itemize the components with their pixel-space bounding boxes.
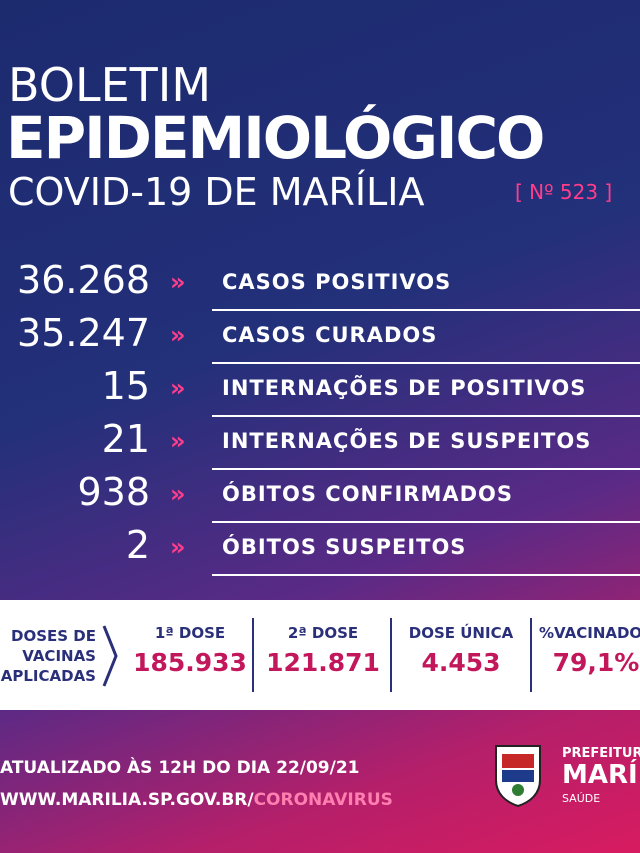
vaccine-title: DOSES DE VACINAS APLICADAS: [0, 626, 96, 686]
divider-line: [212, 468, 640, 470]
divider-line: [212, 415, 640, 417]
logo: [495, 745, 541, 808]
title-sub: COVID-19 DE MARÍLIA: [8, 170, 425, 214]
chevron: »: [170, 427, 186, 455]
title-main: EPIDEMIOLÓGICO: [6, 104, 545, 172]
dose-value: 79,1%: [552, 648, 640, 677]
separator: [530, 618, 532, 692]
dose-value: 185.933: [133, 648, 247, 677]
chevron: »: [170, 480, 186, 508]
separator: [252, 618, 254, 692]
divider-line: [212, 362, 640, 364]
org: PREFEITURA: [562, 746, 640, 761]
stat-label: CASOS CURADOS: [222, 323, 438, 347]
stat-value: 15: [101, 364, 150, 408]
stat-value: 36.268: [17, 258, 150, 302]
dose-label: 2ª DOSE: [287, 624, 359, 642]
chevron: »: [170, 374, 186, 402]
stat-value: 21: [101, 417, 150, 461]
edition: [ Nº 523 ]: [515, 180, 613, 204]
divider-line: [212, 521, 640, 523]
chevron: »: [170, 268, 186, 296]
vaccine-title-line: DOSES DE: [11, 627, 96, 645]
vaccine-title-line: APLICADAS: [0, 667, 96, 685]
title-line: BOLETIM: [8, 58, 212, 112]
site: WWW.MARILIA.SP.GOV.BR/CORONAVIRUS: [0, 790, 393, 810]
updated: ATUALIZADO ÀS 12H DO DIA 22/09/21: [0, 758, 360, 778]
site-url: WWW.MARILIA.SP.GOV.BR/: [0, 790, 254, 810]
chevron: [102, 625, 118, 687]
stat-value: 2: [125, 523, 150, 567]
stat-value: 35.247: [17, 311, 150, 355]
chevron: »: [170, 321, 186, 349]
site-path: CORONAVIRUS: [253, 790, 393, 810]
stat-label: INTERNAÇÕES DE POSITIVOS: [222, 376, 587, 400]
dose-value: 121.871: [266, 648, 380, 677]
vaccine-band: DOSES DE VACINAS APLICADAS 1ª DOSE 185.93…: [0, 600, 640, 710]
stat-label: ÓBITOS SUSPEITOS: [222, 535, 467, 559]
stat-value: 938: [77, 470, 150, 514]
org: MARÍLIA: [562, 760, 640, 790]
chevron: »: [170, 533, 186, 561]
separator: [390, 618, 392, 692]
stat-label: CASOS POSITIVOS: [222, 270, 452, 294]
dose-label: DOSE ÚNICA: [408, 624, 514, 642]
stat-label: ÓBITOS CONFIRMADOS: [222, 482, 514, 506]
divider-line: [212, 309, 640, 311]
divider-line: [212, 574, 640, 576]
dose-value: 4.453: [421, 648, 501, 677]
stat-label: INTERNAÇÕES DE SUSPEITOS: [222, 429, 592, 453]
vaccine-title-line: VACINAS: [22, 647, 96, 665]
org: SAÚDE: [562, 792, 601, 805]
dose-label: %VACINADOS: [539, 624, 640, 642]
dose-label: 1ª DOSE: [154, 624, 226, 642]
